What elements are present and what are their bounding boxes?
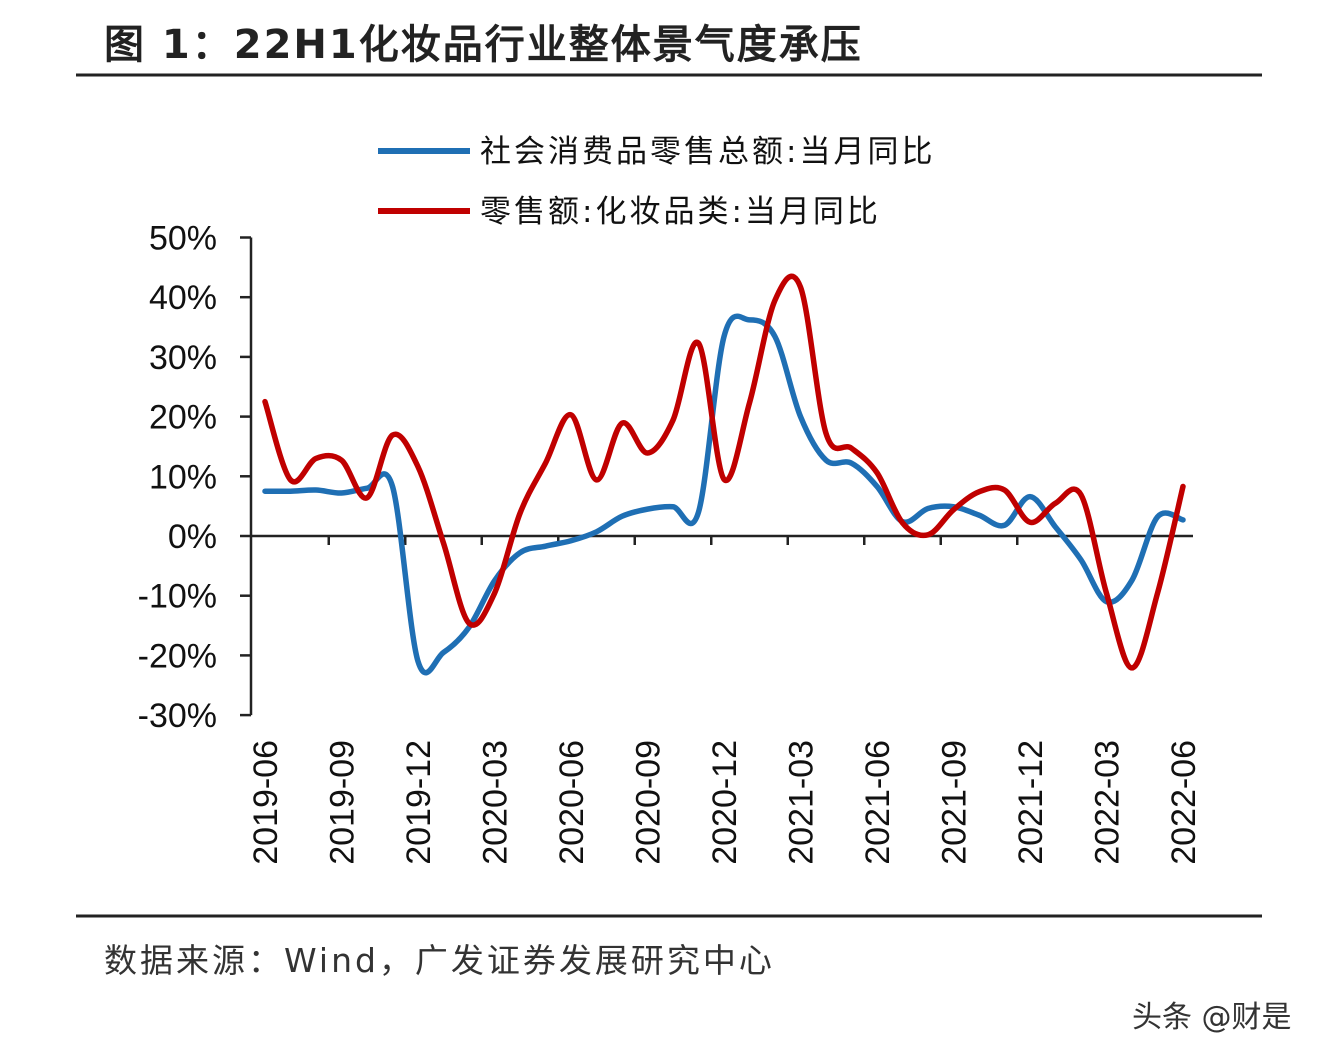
legend-label: 社会消费品零售总额:当月同比	[480, 134, 935, 170]
source-note: 数据来源：Wind，广发证券发展研究中心	[104, 941, 775, 980]
y-tick-label: -10%	[138, 578, 217, 616]
x-tick-label: 2019-09	[324, 740, 362, 865]
y-tick-label: -30%	[138, 697, 217, 735]
x-tick-label: 2021-03	[783, 740, 821, 865]
y-tick-label: 20%	[149, 399, 217, 437]
y-tick-label: 40%	[149, 279, 217, 317]
series-line-retail-sales	[262, 313, 1186, 676]
figure-title: 图 1：22H1化妆品行业整体景气度承压	[104, 22, 863, 68]
x-tick-label: 2020-09	[630, 740, 668, 865]
watermark: 头条 @财是	[1132, 1000, 1292, 1035]
x-tick-label: 2019-12	[400, 740, 438, 865]
y-tick-label: 0%	[168, 518, 217, 556]
x-tick-label: 2022-06	[1165, 740, 1203, 865]
y-tick-label: 50%	[149, 220, 217, 258]
x-tick-label: 2019-06	[247, 740, 285, 865]
series-line-cosmetics	[262, 273, 1186, 671]
x-tick-label: 2021-06	[859, 740, 897, 865]
x-tick-label: 2020-03	[477, 740, 515, 865]
y-tick-label: 30%	[149, 339, 217, 377]
x-tick-label: 2020-06	[553, 740, 591, 865]
legend-label: 零售额:化妆品类:当月同比	[480, 194, 881, 230]
axes: 50% 40% 30% 20% 10% 0% -10% -20% -30% 2019-06 2019…	[138, 220, 1203, 865]
x-tick-label: 2022-03	[1089, 740, 1127, 865]
x-tick-label: 2020-12	[706, 740, 744, 865]
x-tick-label: 2021-09	[936, 740, 974, 865]
y-tick-label: 10%	[149, 458, 217, 496]
series-group	[262, 273, 1186, 676]
y-tick-label: -20%	[138, 637, 217, 675]
x-tick-label: 2021-12	[1012, 740, 1050, 865]
